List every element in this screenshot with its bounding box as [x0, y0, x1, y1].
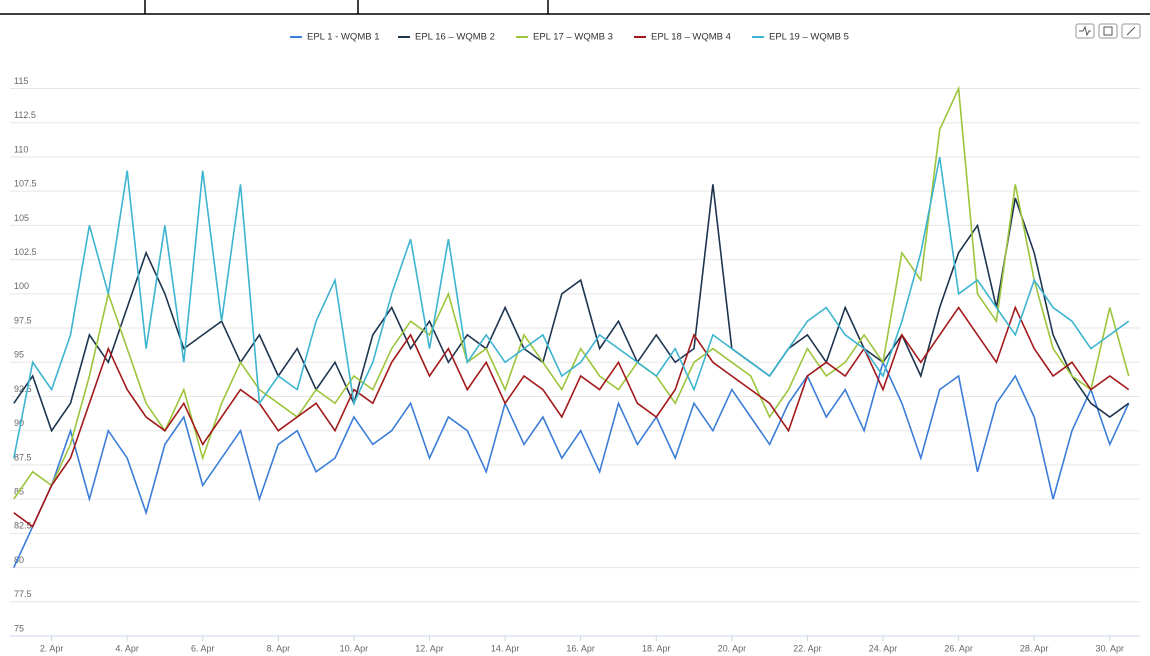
y-tick-label: 95 [14, 350, 24, 360]
series-line [13, 184, 1130, 433]
y-tick-label: 92.5 [14, 384, 32, 394]
x-tick-label: 28. Apr [1020, 643, 1049, 653]
y-tick-label: 107.5 [14, 179, 37, 189]
legend-label: EPL 1 - WQMB 1 [307, 32, 380, 43]
toolbar[interactable] [1075, 23, 1141, 39]
y-tick-label: 77.5 [14, 589, 32, 599]
series-line [13, 359, 1130, 568]
legend-label: EPL 19 – WQMB 5 [769, 32, 849, 43]
x-tick-label: 20. Apr [718, 643, 747, 653]
x-tick-label: 22. Apr [793, 643, 822, 653]
x-tick-label: 2. Apr [40, 643, 64, 653]
button[interactable] [1098, 23, 1118, 39]
x-tick-label: 30. Apr [1096, 643, 1125, 653]
y-tick-label: 75 [14, 623, 24, 633]
legend-label: EPL 18 – WQMB 4 [651, 32, 731, 43]
button[interactable] [1075, 23, 1095, 39]
y-tick-label: 102.5 [14, 247, 37, 257]
y-tick-label: 97.5 [14, 315, 32, 325]
y-tick-label: 100 [14, 281, 29, 291]
x-tick-label: 18. Apr [642, 643, 671, 653]
x-tick-label: 16. Apr [566, 643, 595, 653]
x-tick-label: 4. Apr [115, 643, 139, 653]
y-tick-label: 80 [14, 555, 24, 565]
series-line [13, 305, 1130, 528]
x-tick-label: 10. Apr [340, 643, 369, 653]
y-tick-label: 90 [14, 418, 24, 428]
x-tick-label: 6. Apr [191, 643, 215, 653]
y-tick-label: 82.5 [14, 521, 32, 531]
y-tick-label: 105 [14, 213, 29, 223]
x-tick-label: 14. Apr [491, 643, 520, 653]
legend-label: EPL 16 – WQMB 2 [415, 32, 495, 43]
legend-label: EPL 17 – WQMB 3 [533, 32, 613, 43]
x-tick-label: 8. Apr [267, 643, 291, 653]
y-tick-label: 112.5 [14, 110, 36, 120]
x-tick-label: 26. Apr [944, 643, 973, 653]
top-strip [0, 0, 1150, 15]
y-tick-label: 115 [14, 76, 28, 86]
x-tick-label: 12. Apr [415, 643, 444, 653]
y-tick-label: 110 [14, 144, 28, 154]
x-tick-label: 24. Apr [869, 643, 898, 653]
series-line [13, 156, 1130, 459]
y-tick-label: 87.5 [14, 452, 32, 462]
